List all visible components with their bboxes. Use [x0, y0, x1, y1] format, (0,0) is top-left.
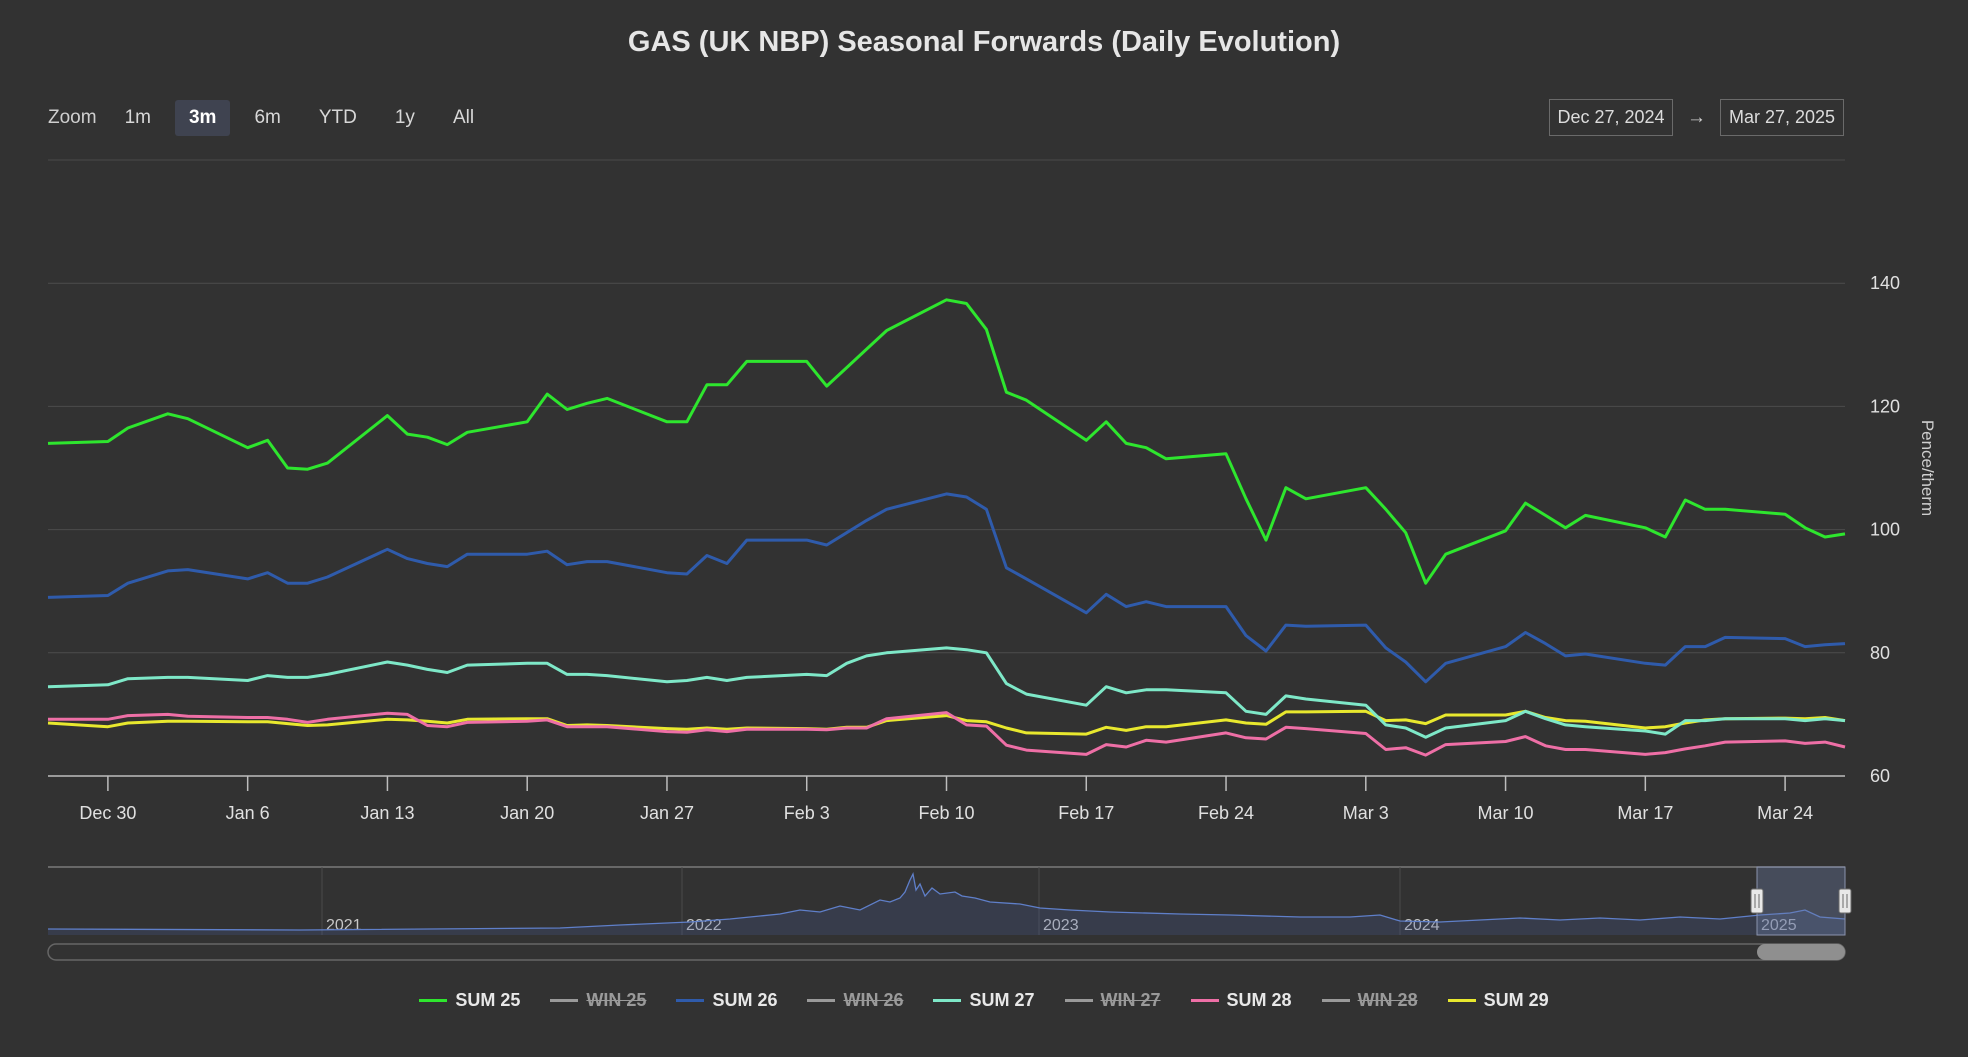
- zoom-6m-button[interactable]: 6m: [254, 107, 281, 128]
- legend-label: SUM 28: [1226, 990, 1292, 1010]
- legend-swatch: [1447, 999, 1476, 1002]
- legend-swatch: [1064, 999, 1093, 1002]
- legend-swatch: [419, 999, 448, 1002]
- x-tick-label: Mar 17: [1617, 803, 1673, 823]
- y-axis-title: Pence/therm: [1918, 420, 1937, 516]
- legend-item-sum25[interactable]: SUM 25: [419, 990, 520, 1011]
- series-line-sum28: [48, 711, 1846, 757]
- legend-label: SUM 29: [1483, 990, 1549, 1010]
- legend-swatch: [1190, 999, 1219, 1002]
- navigator-year-label: 2023: [1043, 917, 1079, 934]
- series-line-sum25: [47, 298, 1846, 585]
- x-tick-label: Jan 20: [500, 803, 554, 823]
- x-tick-label: Feb 17: [1058, 803, 1114, 823]
- x-tick-label: Mar 10: [1478, 803, 1534, 823]
- series-line-sum27: [47, 646, 1846, 739]
- legend-item-win25[interactable]: WIN 25: [550, 990, 646, 1011]
- y-tick-label: 60: [1870, 766, 1890, 786]
- zoom-label: Zoom: [48, 107, 97, 128]
- legend-label: WIN 25: [586, 990, 647, 1010]
- x-tick-label: Feb 3: [784, 803, 830, 823]
- legend-swatch: [1321, 999, 1350, 1002]
- scrollbar-thumb[interactable]: [1757, 944, 1845, 960]
- range-from-input[interactable]: Dec 27, 2024: [1549, 99, 1673, 136]
- legend-item-win27[interactable]: WIN 27: [1064, 990, 1161, 1011]
- legend-swatch: [933, 999, 962, 1002]
- y-tick-label: 80: [1870, 643, 1890, 663]
- legend-item-sum27[interactable]: SUM 27: [933, 990, 1035, 1011]
- legend-item-sum29[interactable]: SUM 29: [1447, 990, 1549, 1011]
- legend-swatch: [807, 999, 836, 1002]
- legend-swatch: [550, 999, 579, 1002]
- range-arrow: →: [1687, 106, 1706, 128]
- chart-title: GAS (UK NBP) Seasonal Forwards (Daily Ev…: [627, 26, 1341, 58]
- zoom-1m-button[interactable]: 1m: [124, 107, 151, 128]
- x-tick-label: Mar 24: [1757, 803, 1813, 823]
- zoom-1y-button[interactable]: 1y: [394, 107, 415, 128]
- legend-label: WIN 27: [1100, 990, 1161, 1010]
- y-tick-label: 120: [1870, 396, 1900, 416]
- range-to-input[interactable]: Mar 27, 2025: [1720, 99, 1844, 136]
- legend: SUM 25 WIN 25 SUM 26 WIN 26 SUM 27 WIN 2…: [0, 990, 1968, 1011]
- legend-item-sum26[interactable]: SUM 26: [676, 990, 777, 1011]
- navigator-handle[interactable]: [1838, 888, 1852, 914]
- x-tick-label: Dec 30: [79, 803, 136, 823]
- navigator-year-label: 2025: [1761, 917, 1797, 934]
- navigator-line: [47, 871, 1846, 931]
- legend-label: WIN 28: [1357, 990, 1418, 1010]
- legend-swatch: [676, 999, 705, 1002]
- scrollbar-track: [47, 943, 1846, 961]
- navigator-background: [48, 867, 1845, 935]
- navigator-handle[interactable]: [1750, 888, 1764, 914]
- legend-label: WIN 26: [843, 990, 904, 1010]
- x-tick-label: Feb 10: [918, 803, 974, 823]
- x-tick-label: Jan 27: [640, 803, 694, 823]
- x-tick-label: Feb 24: [1198, 803, 1254, 823]
- zoom-ytd-button[interactable]: YTD: [318, 107, 357, 128]
- legend-label: SUM 26: [712, 990, 778, 1010]
- legend-item-sum28[interactable]: SUM 28: [1190, 990, 1292, 1011]
- navigator-selection: [1756, 866, 1846, 936]
- legend-label: SUM 27: [969, 990, 1035, 1010]
- zoom-3m-button[interactable]: 3m: [174, 100, 231, 136]
- x-tick-label: Jan 13: [360, 803, 414, 823]
- legend-label: SUM 25: [455, 990, 521, 1010]
- x-tick-label: Jan 6: [226, 803, 270, 823]
- zoom-controls: Zoom 1m 3m 6m YTD 1y All: [48, 100, 488, 136]
- x-tick-label: Mar 3: [1343, 803, 1389, 823]
- legend-item-win26[interactable]: WIN 26: [807, 990, 903, 1011]
- y-tick-label: 100: [1870, 520, 1900, 540]
- y-tick-label: 140: [1870, 273, 1900, 293]
- legend-item-win28[interactable]: WIN 28: [1321, 990, 1418, 1011]
- date-range-selector: Dec 27, 2024 → Mar 27, 2025: [1549, 99, 1844, 136]
- series-line-sum29: [47, 709, 1846, 736]
- series-line-sum26: [47, 492, 1846, 684]
- zoom-all-button[interactable]: All: [452, 107, 475, 128]
